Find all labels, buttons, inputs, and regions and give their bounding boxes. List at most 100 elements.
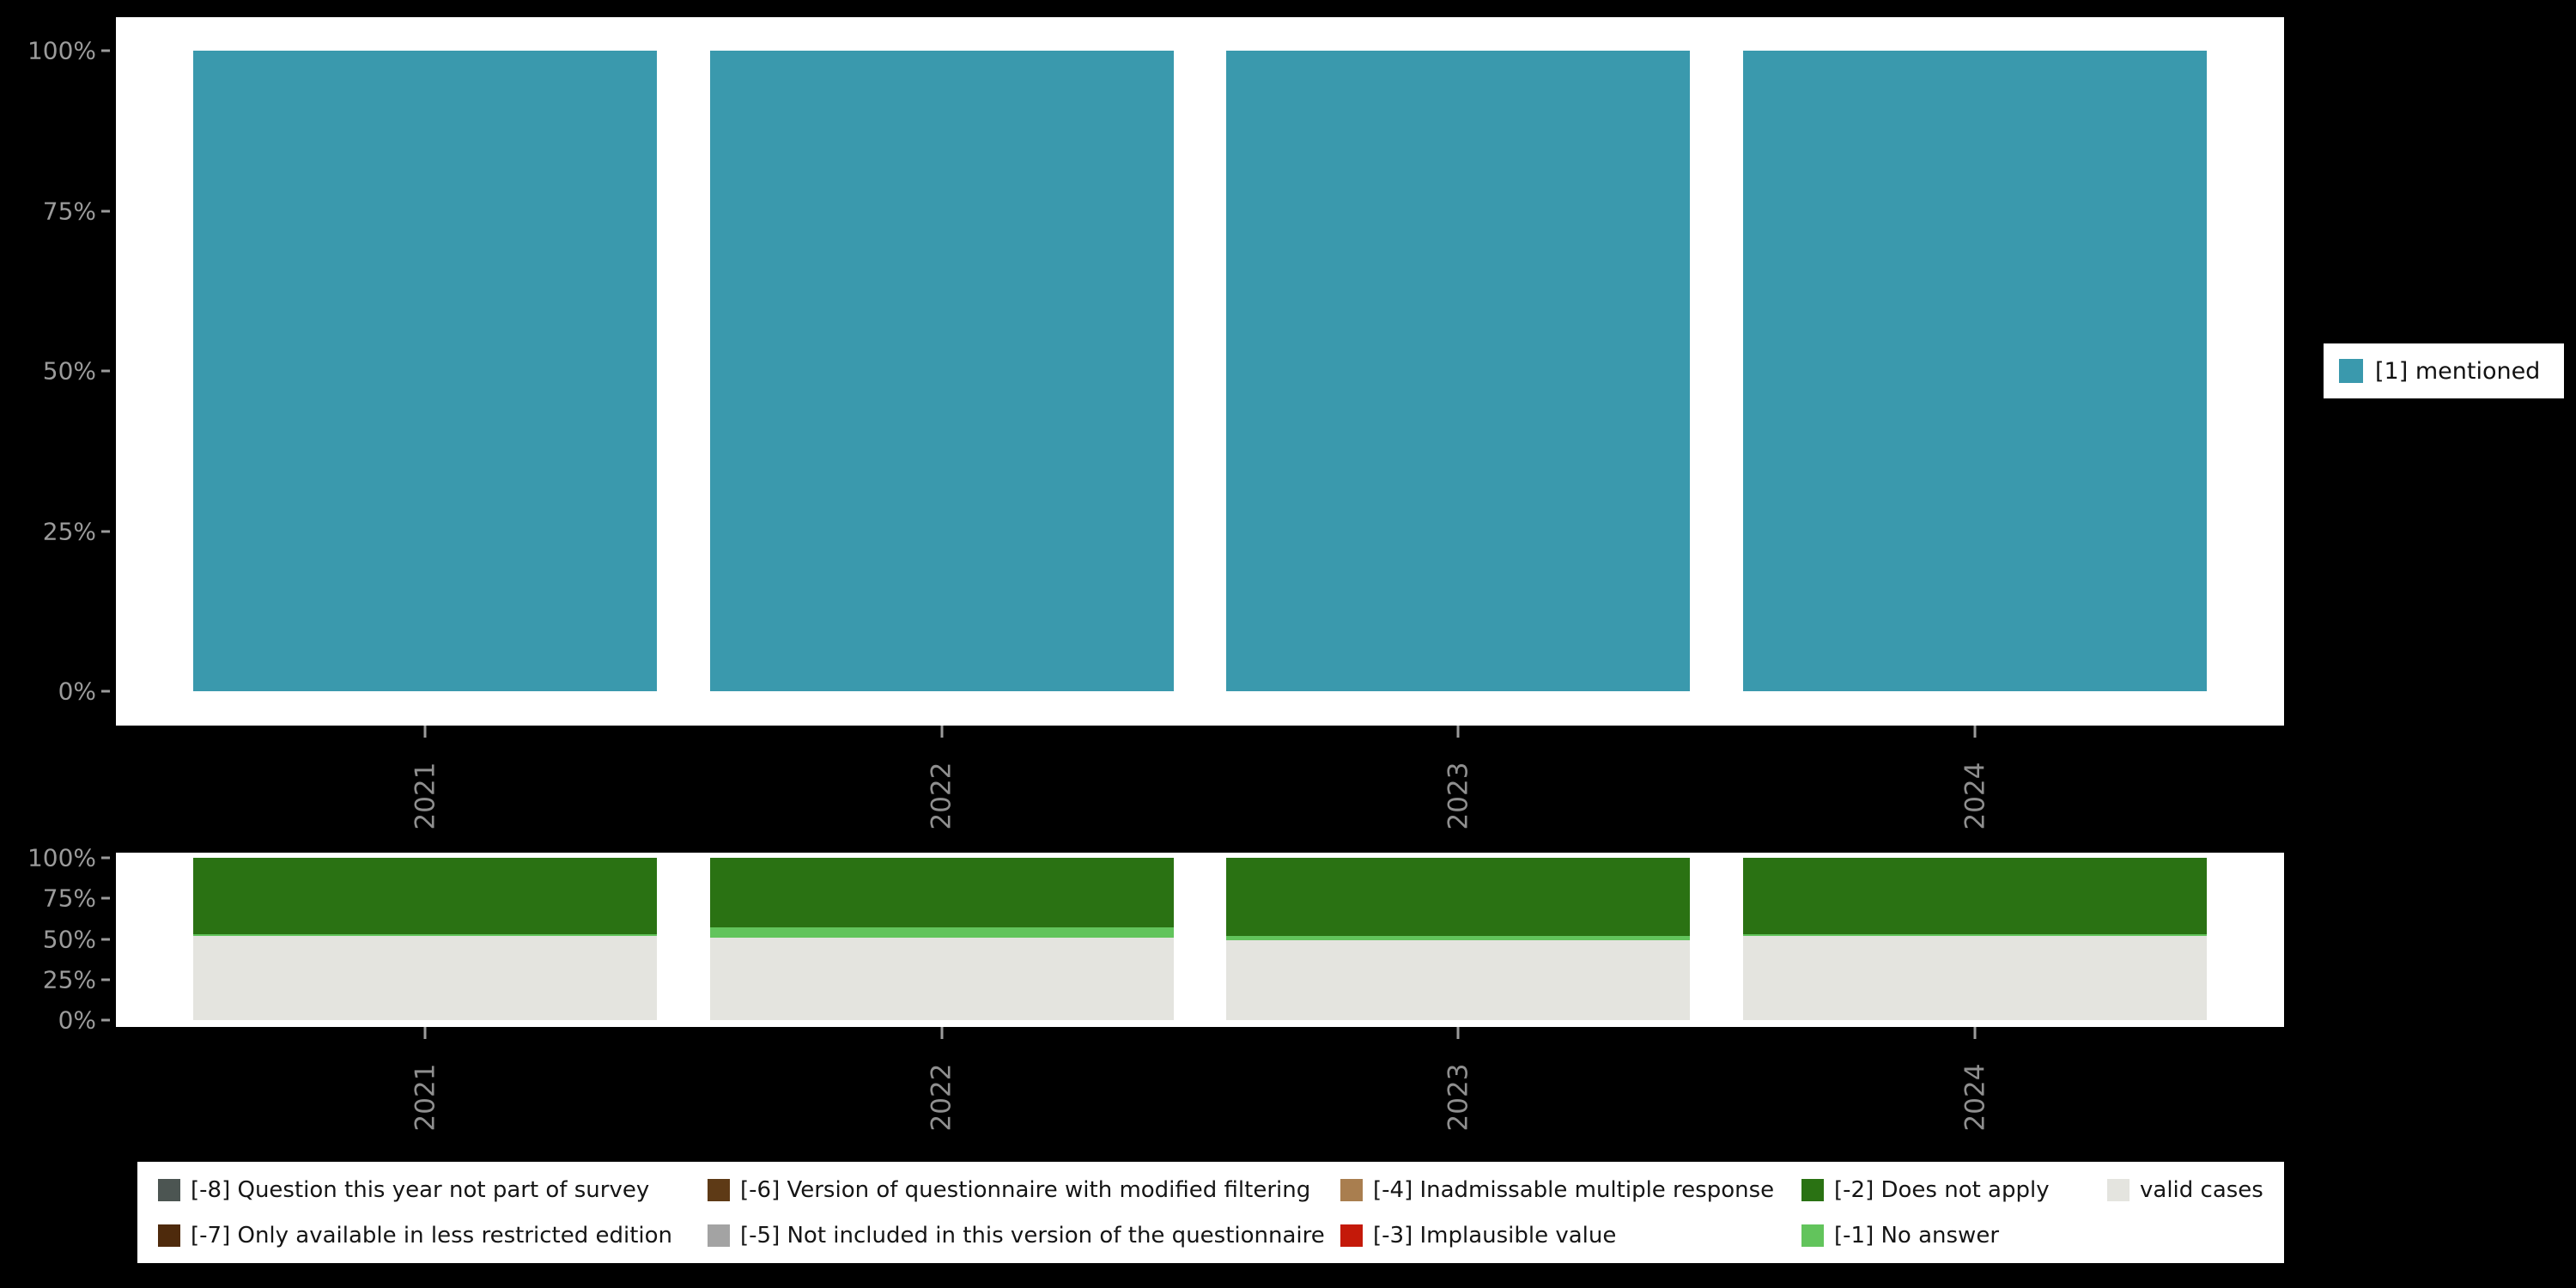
- x-axis-label: 2022: [878, 739, 1006, 853]
- y-axis-tick: [101, 369, 110, 373]
- legend-swatch: [708, 1178, 730, 1201]
- y-axis-tick: [101, 1018, 110, 1022]
- bar-2024: [1742, 51, 2207, 691]
- y-axis-tick: [101, 690, 110, 693]
- legend-swatch: [158, 1178, 180, 1201]
- bar-segment: [1226, 858, 1691, 936]
- x-axis-label-text: 2023: [1443, 1063, 1474, 1132]
- legend-swatch: [1340, 1224, 1363, 1247]
- right-legend-label: [1] mentioned: [2375, 357, 2541, 385]
- y-axis-tick: [101, 49, 110, 52]
- bar-2022: [709, 51, 1174, 691]
- bar-segment: [1226, 935, 1691, 941]
- x-axis-label: 2024: [1911, 739, 2039, 853]
- legend-entry: [-1] No answer: [1801, 1223, 2107, 1249]
- legend-right: [1] mentioned: [2324, 343, 2564, 398]
- legend-entry: valid cases: [2107, 1177, 2275, 1203]
- x-axis-label-text: 2021: [410, 1063, 440, 1132]
- x-axis-label: 2023: [1394, 739, 1522, 853]
- right-legend-swatch: [2339, 359, 2363, 383]
- legend-swatch: [158, 1224, 180, 1247]
- bar-segment: [1742, 935, 2207, 1020]
- bottom-chart-panel: [116, 853, 2284, 1027]
- bar-segment: [1742, 933, 2207, 936]
- top-plot-area: [116, 51, 2284, 691]
- y-axis-label: 0%: [58, 677, 96, 706]
- legend-entry: [-2] Does not apply: [1801, 1177, 2107, 1203]
- y-axis-label: 100%: [27, 843, 96, 872]
- y-axis-tick: [101, 938, 110, 940]
- bar-segment: [709, 858, 1174, 928]
- legend-swatch: [1801, 1178, 1824, 1201]
- legend-swatch: [1801, 1224, 1824, 1247]
- legend-entry: [-4] Inadmissable multiple response: [1340, 1177, 1801, 1203]
- bar-segment: [193, 935, 657, 1020]
- bar-segment: [193, 51, 657, 691]
- x-axis-tick: [423, 726, 427, 738]
- x-axis-label-text: 2024: [1959, 762, 1990, 830]
- bar-2021: [193, 51, 657, 691]
- bar-segment: [1742, 858, 2207, 934]
- bar-segment: [709, 927, 1174, 938]
- bar-2022: [709, 858, 1174, 1020]
- bar-2021: [193, 858, 657, 1020]
- x-axis-tick: [1973, 726, 1977, 738]
- legend-row: [-8] Question this year not part of surv…: [158, 1177, 2275, 1203]
- y-axis-label: 100%: [27, 36, 96, 65]
- bottom-plot-area: [116, 858, 2284, 1020]
- y-axis-label: 25%: [42, 965, 96, 994]
- legend-entry: [-7] Only available in less restricted e…: [158, 1223, 708, 1249]
- y-axis-label: 50%: [42, 925, 96, 953]
- x-axis-label-text: 2022: [926, 1063, 957, 1132]
- x-axis-tick: [1973, 1027, 1977, 1039]
- bar-segment: [1226, 51, 1691, 691]
- legend-label: [-8] Question this year not part of surv…: [191, 1176, 650, 1203]
- y-axis-label: 25%: [42, 517, 96, 545]
- x-axis-tick: [940, 1027, 944, 1039]
- legend-entry: [-8] Question this year not part of surv…: [158, 1177, 708, 1203]
- x-axis-tick: [423, 1027, 427, 1039]
- bar-2024: [1742, 858, 2207, 1020]
- x-axis-label: 2023: [1394, 1041, 1522, 1154]
- top-x-axis: 2021 2022 2023 2024: [116, 726, 2284, 863]
- y-axis-tick: [101, 896, 110, 900]
- top-y-axis: 0% 25% 50% 75% 100%: [0, 17, 112, 726]
- bottom-y-axis: 0% 25% 50% 75% 100%: [0, 844, 112, 1035]
- bar-segment: [1226, 940, 1691, 1020]
- legend-label: [-1] No answer: [1834, 1222, 2000, 1249]
- legend-row: [-7] Only available in less restricted e…: [158, 1223, 2275, 1249]
- x-axis-label: 2021: [361, 1041, 489, 1154]
- legend-swatch: [2107, 1178, 2129, 1201]
- x-axis-label-text: 2021: [410, 762, 440, 830]
- x-axis-tick: [1456, 726, 1460, 738]
- bottom-x-axis: 2021 2022 2023 2024: [116, 1027, 2284, 1164]
- bar-segment: [709, 51, 1174, 691]
- x-axis-label-text: 2023: [1443, 762, 1474, 830]
- y-axis-tick: [101, 530, 110, 532]
- bar-2023: [1226, 858, 1691, 1020]
- legend-label: [-4] Inadmissable multiple response: [1373, 1176, 1775, 1203]
- bar-segment: [1742, 51, 2207, 691]
- y-axis-label: 0%: [58, 1005, 96, 1035]
- y-axis-label: 75%: [42, 884, 96, 913]
- legend-bottom: [-8] Question this year not part of surv…: [137, 1162, 2284, 1263]
- legend-label: [-6] Version of questionnaire with modif…: [740, 1176, 1311, 1203]
- x-axis-label-text: 2022: [926, 762, 957, 830]
- x-axis-label-text: 2024: [1959, 1063, 1990, 1132]
- y-axis-tick: [101, 978, 110, 981]
- x-axis-tick: [1456, 1027, 1460, 1039]
- y-axis-tick: [101, 856, 110, 860]
- x-axis-tick: [940, 726, 944, 738]
- legend-entry: [-5] Not included in this version of the…: [708, 1223, 1340, 1249]
- y-axis-label: 75%: [42, 197, 96, 225]
- y-axis-tick: [101, 210, 110, 212]
- x-axis-label: 2022: [878, 1041, 1006, 1154]
- legend-entry: [-6] Version of questionnaire with modif…: [708, 1177, 1340, 1203]
- top-chart-panel: [116, 17, 2284, 726]
- x-axis-label: 2021: [361, 739, 489, 853]
- legend-label: [-2] Does not apply: [1834, 1176, 2050, 1203]
- x-axis-label: 2024: [1911, 1041, 2039, 1154]
- legend-swatch: [708, 1224, 730, 1247]
- legend-entry: [-3] Implausible value: [1340, 1223, 1801, 1249]
- y-axis-label: 50%: [42, 356, 96, 386]
